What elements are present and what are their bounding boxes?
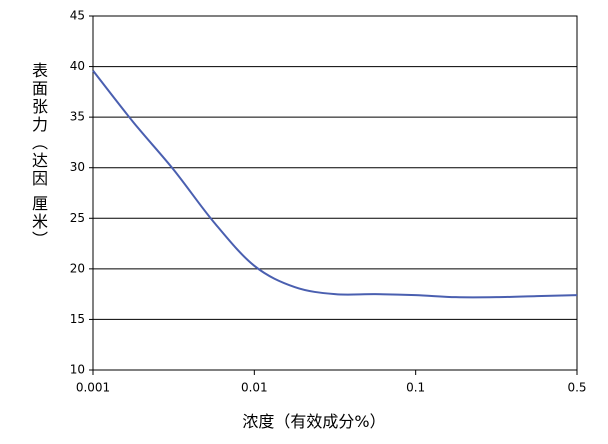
y-tick-label: 30 <box>70 160 85 174</box>
series-line <box>92 70 578 299</box>
y-tick-label: 15 <box>70 312 85 326</box>
x-tick-label: 0.01 <box>241 381 268 395</box>
y-tick-label: 10 <box>70 363 85 377</box>
y-tick-label: 20 <box>70 261 85 275</box>
y-tick-label: 40 <box>70 59 85 73</box>
y-tick-label: 25 <box>70 211 85 225</box>
y-tick-label: 35 <box>70 110 85 124</box>
x-tick-label: 0.5 <box>567 381 586 395</box>
x-tick-label: 0.001 <box>76 381 110 395</box>
x-axis-label: 浓度（有效成分%） <box>242 412 386 431</box>
plot-border <box>92 15 578 371</box>
y-axis-label: 表面张力（达因 厘米） <box>29 62 48 250</box>
x-tick-label: 0.1 <box>406 381 425 395</box>
y-tick-label: 45 <box>70 9 85 23</box>
